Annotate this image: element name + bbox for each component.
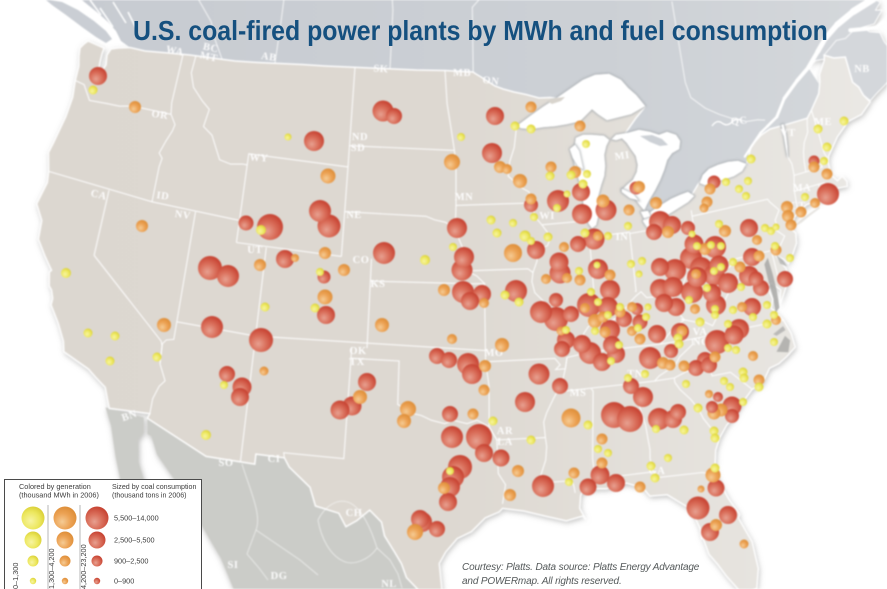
svg-text:GA: GA bbox=[649, 466, 666, 477]
svg-text:MA: MA bbox=[793, 183, 812, 194]
svg-text:SO: SO bbox=[218, 458, 233, 469]
svg-text:NL: NL bbox=[381, 579, 397, 589]
svg-text:(thousand MWh in 2006): (thousand MWh in 2006) bbox=[19, 491, 99, 500]
svg-text:WI: WI bbox=[539, 211, 555, 222]
svg-text:SI: SI bbox=[228, 560, 239, 571]
svg-text:LA: LA bbox=[497, 437, 513, 448]
svg-text:2,500–5,500: 2,500–5,500 bbox=[114, 536, 155, 545]
svg-text:BN: BN bbox=[120, 409, 138, 424]
svg-text:CI: CI bbox=[268, 454, 281, 465]
svg-text:VA: VA bbox=[693, 327, 708, 338]
svg-text:VT: VT bbox=[780, 128, 796, 139]
svg-text:OR: OR bbox=[151, 109, 169, 122]
svg-text:CA: CA bbox=[89, 188, 107, 203]
svg-text:Colored by generation: Colored by generation bbox=[19, 482, 91, 491]
svg-text:NV: NV bbox=[174, 209, 192, 222]
svg-text:NE: NE bbox=[346, 210, 362, 221]
svg-text:ID: ID bbox=[156, 190, 170, 203]
svg-text:MT: MT bbox=[199, 50, 219, 64]
svg-text:4,200–23,200: 4,200–23,200 bbox=[79, 544, 88, 589]
svg-text:MB: MB bbox=[453, 68, 471, 79]
svg-text:SK: SK bbox=[373, 63, 389, 75]
svg-text:NC: NC bbox=[693, 337, 709, 348]
svg-text:CH: CH bbox=[346, 508, 363, 519]
svg-text:Sized by coal consumption: Sized by coal consumption bbox=[112, 483, 196, 491]
svg-text:5,500–14,000: 5,500–14,000 bbox=[114, 514, 159, 523]
svg-text:BC: BC bbox=[202, 41, 220, 55]
svg-text:OK: OK bbox=[349, 346, 367, 357]
svg-text:TX: TX bbox=[349, 357, 365, 368]
svg-text:IN: IN bbox=[616, 232, 629, 243]
svg-text:0–1,300: 0–1,300 bbox=[11, 563, 20, 589]
svg-text:1,300–4,200: 1,300–4,200 bbox=[47, 548, 56, 589]
svg-text:ME: ME bbox=[814, 117, 832, 128]
svg-text:WA: WA bbox=[165, 44, 185, 58]
svg-text:KS: KS bbox=[370, 279, 385, 290]
svg-text:MO: MO bbox=[484, 348, 503, 359]
svg-text:QC: QC bbox=[730, 115, 748, 128]
svg-text:TN: TN bbox=[627, 369, 643, 380]
svg-text:NB: NB bbox=[854, 64, 870, 75]
svg-text:UT: UT bbox=[247, 245, 263, 256]
svg-text:(thousand tons in 2006): (thousand tons in 2006) bbox=[112, 492, 187, 500]
svg-text:0–900: 0–900 bbox=[114, 577, 134, 586]
svg-text:ND: ND bbox=[352, 132, 368, 143]
svg-text:ON: ON bbox=[482, 75, 500, 88]
svg-text:AB: AB bbox=[260, 51, 277, 64]
svg-text:DG: DG bbox=[271, 571, 288, 582]
svg-text:SD: SD bbox=[351, 143, 365, 154]
svg-text:MS: MS bbox=[570, 388, 587, 399]
svg-text:AR: AR bbox=[497, 426, 513, 437]
svg-text:CO: CO bbox=[353, 255, 370, 266]
svg-text:MI: MI bbox=[614, 150, 630, 163]
svg-text:CT: CT bbox=[790, 201, 806, 212]
svg-text:900–2,500: 900–2,500 bbox=[114, 557, 149, 566]
svg-text:MN: MN bbox=[455, 192, 474, 203]
svg-text:WY: WY bbox=[249, 152, 269, 164]
